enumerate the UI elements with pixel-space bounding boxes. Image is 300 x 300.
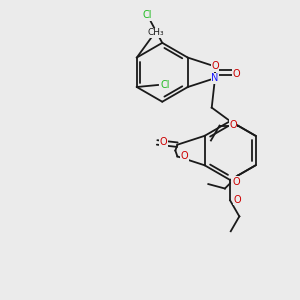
Text: O: O xyxy=(232,177,240,187)
Text: O: O xyxy=(234,195,241,205)
Text: O: O xyxy=(181,152,189,161)
Text: O: O xyxy=(211,61,219,71)
Text: N: N xyxy=(211,73,219,83)
Text: O: O xyxy=(159,137,167,147)
Text: O: O xyxy=(229,120,237,130)
Text: CH₃: CH₃ xyxy=(148,28,164,37)
Text: Cl: Cl xyxy=(160,80,170,90)
Text: O: O xyxy=(232,69,240,79)
Text: Cl: Cl xyxy=(143,11,152,20)
